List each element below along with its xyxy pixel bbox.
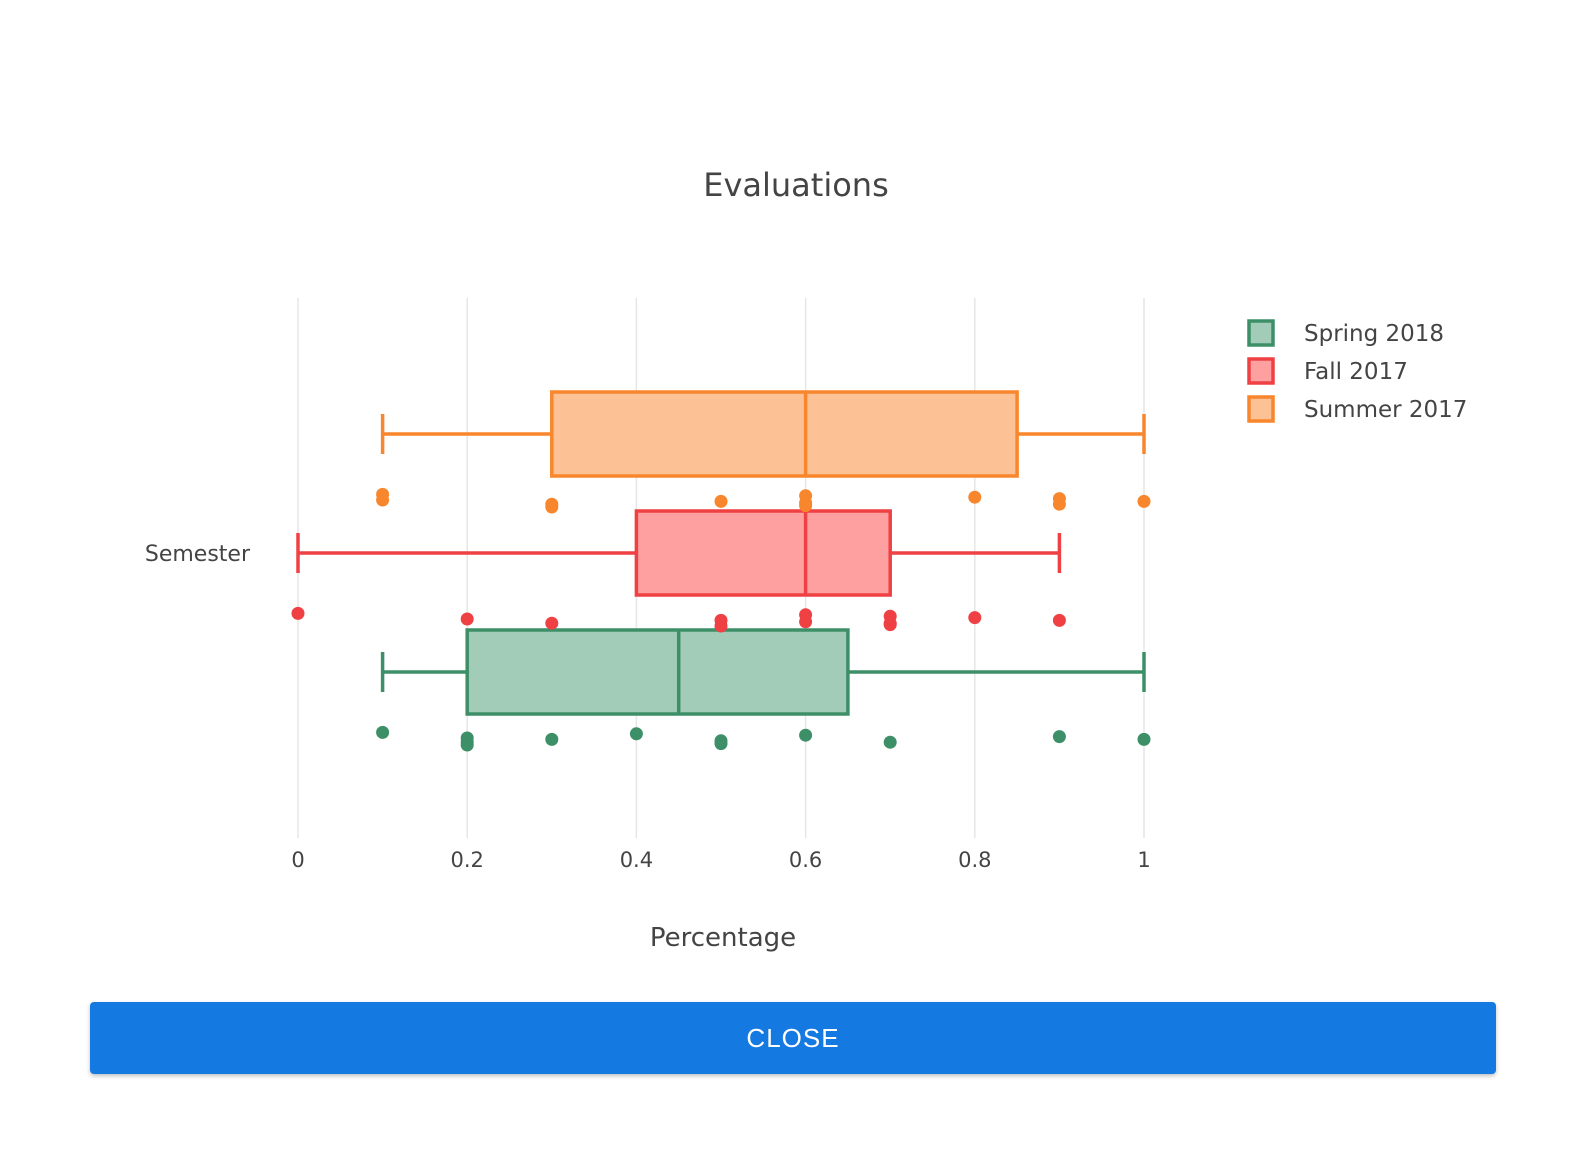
x-tick-label: 1	[1137, 848, 1150, 872]
legend-label: Fall 2017	[1304, 359, 1408, 385]
x-tick-label: 0.4	[620, 848, 653, 872]
evaluations-chart: Evaluations 0 0.2 0.4 0.6 0.8 1 Percentage Se…	[145, 166, 1468, 953]
close-button[interactable]: CLOSE	[90, 1002, 1496, 1074]
box-plots	[291, 390, 1151, 752]
y-axis-title: Semester	[145, 542, 251, 567]
data-point	[460, 612, 474, 626]
data-point	[968, 611, 982, 625]
box-iqr	[550, 390, 1019, 478]
x-tick-label: 0.8	[958, 848, 991, 872]
data-point	[714, 494, 728, 508]
data-point	[883, 616, 897, 630]
box-iqr	[465, 628, 850, 716]
data-point	[460, 738, 474, 752]
data-point	[291, 606, 305, 620]
x-axis-title: Percentage	[650, 923, 796, 953]
legend-item[interactable]: Fall 2017	[1247, 357, 1408, 385]
legend-label: Summer 2017	[1304, 397, 1467, 423]
x-tick-label: 0.6	[789, 848, 822, 872]
data-point	[1052, 613, 1066, 627]
legend-item[interactable]: Spring 2018	[1247, 319, 1444, 347]
data-point	[545, 616, 559, 630]
data-point	[629, 727, 643, 741]
box-series[interactable]	[291, 509, 1066, 633]
data-point	[1052, 730, 1066, 744]
data-point	[799, 728, 813, 742]
data-point	[545, 732, 559, 746]
data-point	[376, 725, 390, 739]
data-point	[883, 735, 897, 749]
data-point	[1137, 494, 1151, 508]
data-point	[376, 493, 390, 507]
chart-title: Evaluations	[703, 166, 889, 204]
legend-swatch	[1247, 357, 1275, 385]
x-axis-ticks: 0 0.2 0.4 0.6 0.8 1	[291, 848, 1150, 872]
data-point	[1137, 732, 1151, 746]
legend-swatch	[1247, 395, 1275, 423]
legend-swatch	[1247, 319, 1275, 347]
data-point	[968, 490, 982, 504]
data-point	[799, 615, 813, 629]
legend-label: Spring 2018	[1304, 321, 1444, 347]
x-tick-label: 0.2	[450, 848, 483, 872]
legend[interactable]: Spring 2018 Fall 2017 Summer 2017	[1247, 319, 1467, 423]
data-point	[1052, 492, 1066, 506]
legend-item[interactable]: Summer 2017	[1247, 395, 1467, 423]
box-series[interactable]	[376, 628, 1151, 752]
data-point	[714, 613, 728, 627]
data-point	[799, 499, 813, 513]
data-point	[714, 737, 728, 751]
box-iqr	[634, 509, 892, 597]
box-series[interactable]	[376, 390, 1151, 514]
data-point	[545, 500, 559, 514]
x-tick-label: 0	[291, 848, 304, 872]
